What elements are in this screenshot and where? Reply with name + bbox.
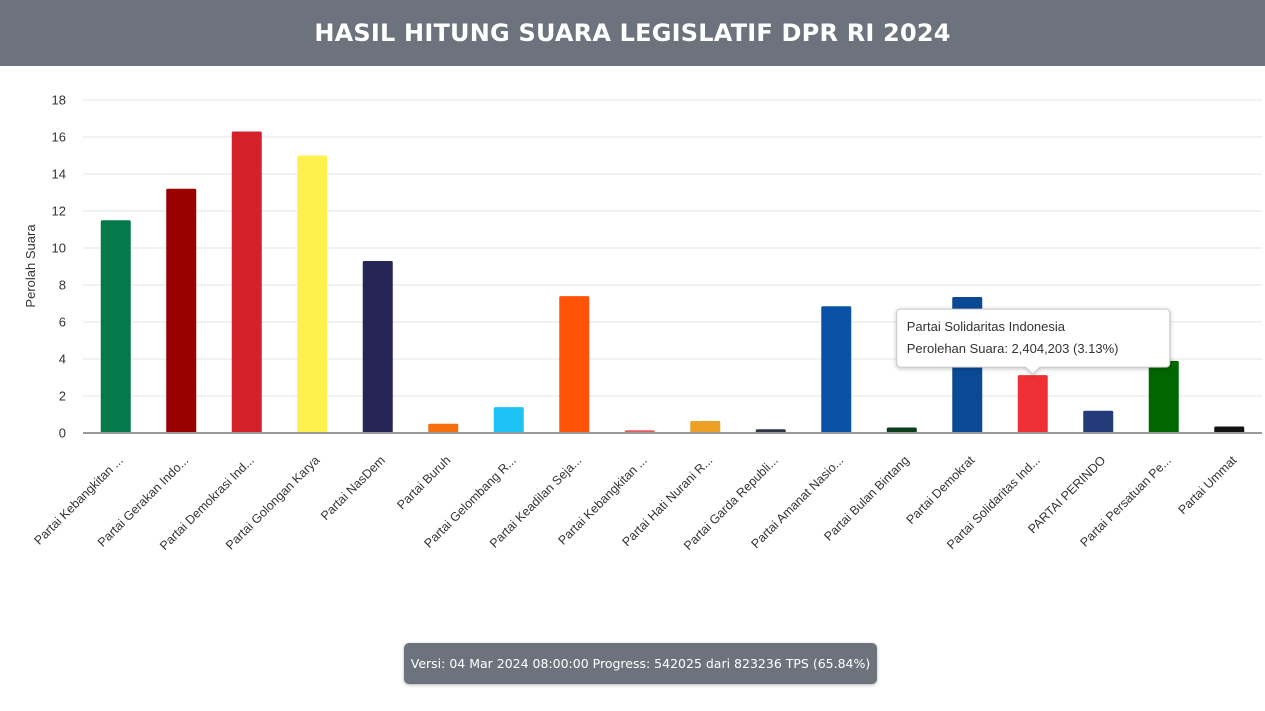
page-title: HASIL HITUNG SUARA LEGISLATIF DPR RI 202…: [314, 19, 951, 47]
y-tick-label: 16: [52, 130, 66, 145]
x-tick-label: Partai NasDem: [318, 453, 388, 523]
tooltip-box: [896, 308, 1171, 375]
x-tick-label: Partai Buruh: [394, 453, 453, 512]
tooltip-value: Perolehan Suara: 2,404,203 (3.13%): [907, 341, 1119, 356]
x-tick-label: Partai Demokrat: [904, 453, 978, 527]
bar[interactable]: [493, 407, 524, 433]
bar[interactable]: [297, 155, 328, 434]
bar-chart: 0 2 4 6 8 10 12 14 16 18 Perolah Suara Partai Keb…: [23, 93, 1262, 553]
x-tick-label: Partai Ummat: [1175, 453, 1239, 517]
y-tick-label: 10: [52, 241, 66, 256]
y-tick-label: 12: [52, 204, 66, 219]
bar[interactable]: [690, 420, 721, 433]
bar[interactable]: [1017, 375, 1048, 433]
bar[interactable]: [428, 423, 459, 433]
bar[interactable]: [100, 220, 131, 433]
version-progress-text: Versi: 04 Mar 2024 08:00:00 Progress: 54…: [410, 656, 871, 671]
bar[interactable]: [1148, 360, 1179, 433]
bar[interactable]: [231, 131, 262, 433]
tooltip: Partai Solidaritas Indonesia Perolehan S…: [896, 308, 1171, 375]
bar[interactable]: [559, 296, 590, 433]
y-tick-label: 0: [59, 426, 66, 441]
y-tick-label: 8: [59, 278, 66, 293]
bar[interactable]: [166, 188, 197, 433]
x-axis-labels: Partai Kebangkitan ...Partai Gerakan Ind…: [31, 453, 1239, 553]
bar[interactable]: [886, 427, 917, 433]
y-axis-label: Perolah Suara: [23, 224, 38, 308]
y-tick-label: 4: [59, 352, 66, 367]
bar[interactable]: [821, 306, 852, 433]
grid-lines: [83, 99, 1262, 397]
bar[interactable]: [1214, 426, 1245, 433]
y-tick-label: 14: [52, 167, 66, 182]
y-axis-ticks: 0 2 4 6 8 10 12 14 16 18: [52, 93, 66, 441]
tooltip-title: Partai Solidaritas Indonesia: [907, 319, 1066, 334]
bar[interactable]: [1083, 410, 1114, 433]
page-header: HASIL HITUNG SUARA LEGISLATIF DPR RI 202…: [0, 0, 1265, 66]
y-tick-label: 18: [52, 93, 66, 108]
y-tick-label: 6: [59, 315, 66, 330]
version-progress-bar: Versi: 04 Mar 2024 08:00:00 Progress: 54…: [404, 643, 877, 684]
bar[interactable]: [362, 260, 393, 433]
y-tick-label: 2: [59, 389, 66, 404]
bars: [100, 131, 1245, 434]
